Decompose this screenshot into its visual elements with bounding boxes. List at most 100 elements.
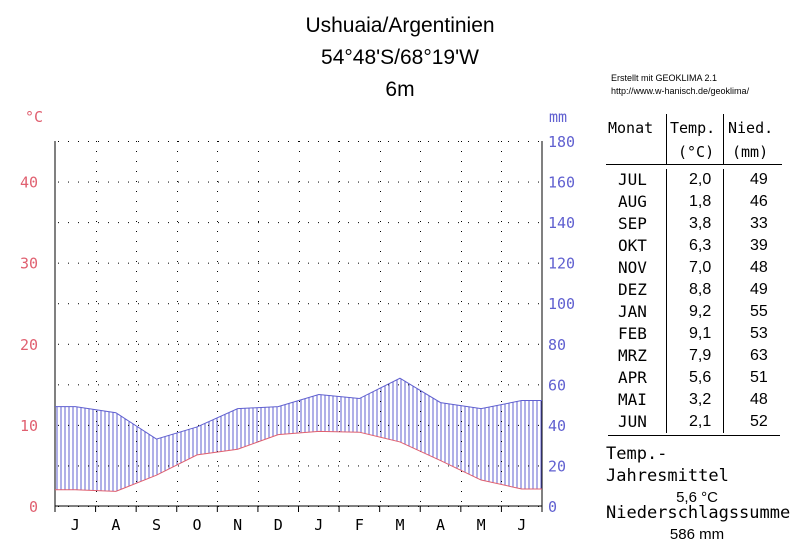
grid-dot	[258, 151, 259, 152]
grid-dot	[461, 381, 462, 382]
grid-dot	[508, 424, 509, 426]
grid-dot	[428, 303, 429, 305]
grid-dot	[298, 181, 299, 183]
grid-dot	[138, 262, 139, 264]
grid-dot	[338, 181, 339, 183]
grid-dot	[96, 381, 97, 382]
grid-dot	[380, 361, 381, 362]
grid-dot	[420, 401, 421, 402]
grid-dot	[177, 331, 178, 332]
grid-dot	[88, 343, 89, 345]
grid-dot	[58, 424, 59, 426]
grid-dot	[461, 211, 462, 212]
grid-dot	[278, 424, 279, 426]
grid-dot	[78, 262, 79, 264]
grid-dot	[299, 171, 300, 172]
grid-dot	[177, 271, 178, 272]
grid-dot	[498, 424, 499, 426]
grid-dot	[228, 343, 229, 345]
grid-dot	[238, 384, 239, 386]
grid-dot	[328, 465, 329, 467]
grid-dot	[96, 221, 97, 222]
grid-dot	[136, 401, 137, 402]
grid-dot	[248, 465, 249, 467]
grid-dot	[298, 384, 299, 386]
grid-dot	[380, 381, 381, 382]
grid-dot	[380, 401, 381, 402]
grid-dot	[177, 261, 178, 262]
grid-dot	[518, 262, 519, 264]
grid-dot	[538, 303, 539, 305]
grid-dot	[58, 222, 59, 224]
grid-dot	[228, 222, 229, 224]
grid-dot	[461, 411, 462, 412]
grid-dot	[258, 271, 259, 272]
grid-dot	[348, 141, 349, 142]
grid-dot	[420, 471, 421, 472]
grid-dot	[368, 141, 369, 142]
grid-dot	[138, 424, 139, 426]
grid-dot	[461, 191, 462, 192]
grid-dot	[420, 291, 421, 292]
grid-dot	[96, 231, 97, 232]
grid-dot	[217, 301, 218, 302]
grid-dot	[118, 424, 119, 426]
grid-dot	[177, 221, 178, 222]
grid-dot	[408, 384, 409, 386]
grid-dot	[128, 181, 129, 183]
right-tick-label: 140	[548, 214, 575, 232]
grid-dot	[478, 141, 479, 142]
row-temp: 9,2	[689, 303, 712, 320]
grid-dot	[338, 303, 339, 305]
month-tick-label: J	[517, 516, 526, 534]
grid-dot	[188, 343, 189, 345]
grid-dot	[88, 141, 89, 142]
grid-dot	[538, 343, 539, 345]
grid-dot	[258, 431, 259, 432]
grid-dot	[168, 141, 169, 142]
grid-dot	[177, 481, 178, 482]
grid-dot	[198, 222, 199, 224]
grid-dot	[258, 221, 259, 222]
row-divider	[666, 323, 667, 345]
grid-dot	[488, 343, 489, 345]
grid-dot	[501, 471, 502, 472]
row-precip: 49	[750, 171, 768, 188]
grid-dot	[380, 161, 381, 162]
axis-labels: 0 10 20 30 40 0 20 40 60 80 100 120 140 160 180 J A S O N D J…	[20, 108, 575, 534]
precipitation-area	[56, 378, 542, 492]
grid-dot	[339, 491, 340, 492]
grid-dot	[388, 424, 389, 426]
grid-dot	[258, 451, 259, 452]
grid-dot	[318, 303, 319, 305]
grid-dot	[380, 281, 381, 282]
grid-dot	[398, 222, 399, 224]
grid-dot	[248, 141, 249, 142]
grid-dot	[339, 471, 340, 472]
grid-dot	[488, 141, 489, 142]
grid-dot	[177, 451, 178, 452]
grid-dot	[198, 424, 199, 426]
grid-dot	[148, 384, 149, 386]
left-axis-unit: °C	[25, 108, 43, 126]
grid-dot	[177, 381, 178, 382]
grid-dot	[136, 301, 137, 302]
precip-sum-value: 586 mm	[669, 526, 725, 543]
grid-dot	[339, 381, 340, 382]
grid-dot	[217, 431, 218, 432]
grid-dot	[238, 262, 239, 264]
grid-dot	[420, 161, 421, 162]
grid-dot	[178, 465, 179, 467]
grid-dot	[299, 201, 300, 202]
grid-dot	[528, 262, 529, 264]
grid-dot	[299, 191, 300, 192]
grid-dot	[380, 451, 381, 452]
grid-dot	[118, 262, 119, 264]
grid-dot	[508, 181, 509, 183]
grid-dot	[268, 262, 269, 264]
grid-dot	[501, 241, 502, 242]
grid-dot	[98, 384, 99, 386]
grid-dot	[408, 181, 409, 183]
grid-dot	[428, 343, 429, 345]
grid-dot	[258, 424, 259, 426]
